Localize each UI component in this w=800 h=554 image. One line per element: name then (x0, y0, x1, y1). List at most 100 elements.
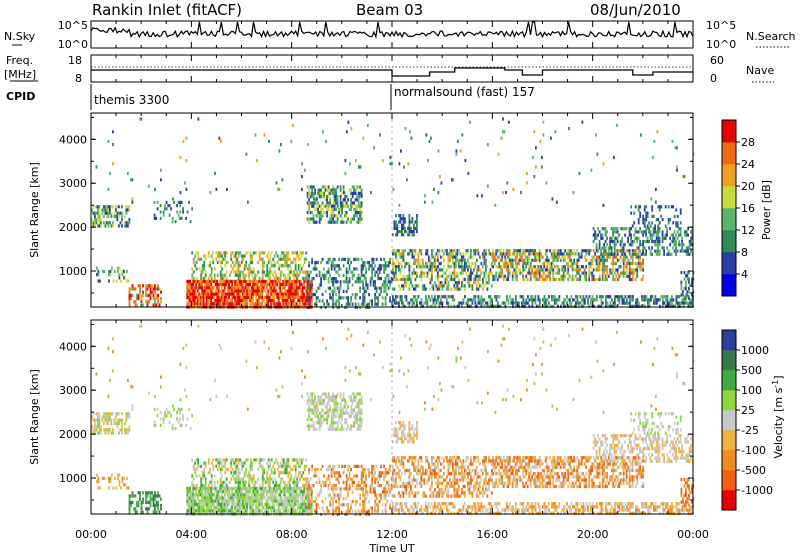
power-cell (263, 251, 266, 255)
velocity-cell (253, 499, 256, 503)
velocity-cell (303, 509, 306, 513)
power-cell (637, 218, 640, 222)
power-cell (219, 276, 222, 281)
power-cell (230, 270, 233, 274)
velocity-cell (277, 499, 280, 503)
power-cell (518, 301, 520, 305)
power-cell (383, 283, 385, 287)
power-cell (338, 293, 340, 297)
power-cell (666, 295, 669, 299)
power-cell (221, 267, 224, 271)
power-cell (456, 274, 459, 278)
power-cell (284, 273, 287, 277)
power-cell (97, 279, 100, 283)
power-cell (653, 298, 655, 302)
power-cell (344, 159, 347, 163)
power-cell (223, 299, 226, 303)
power-cell (535, 255, 538, 259)
power-cell (691, 277, 693, 281)
power-cell (680, 287, 683, 291)
velocity-cell (116, 412, 119, 416)
power-cell (457, 139, 459, 143)
velocity-cell (195, 467, 198, 472)
power-cell (512, 304, 514, 308)
velocity-cell (301, 490, 304, 494)
power-cell (399, 214, 402, 218)
power-cell (189, 292, 192, 296)
velocity-cell (207, 483, 210, 488)
power-cell (399, 295, 402, 299)
power-cell (688, 280, 690, 284)
power-cell (312, 185, 315, 189)
power-cell (647, 304, 649, 308)
power-cell (414, 220, 417, 224)
velocity-cell (201, 502, 204, 506)
power-cell (219, 260, 222, 265)
power-cell (152, 297, 155, 301)
power-cell (618, 233, 620, 237)
power-cell (667, 252, 670, 256)
power-cell (186, 279, 189, 283)
power-cell (627, 301, 630, 305)
power-cell (158, 287, 161, 291)
power-cell (685, 274, 687, 278)
power-cell (208, 286, 211, 290)
power-cell (109, 208, 111, 212)
velocity-cell (309, 506, 312, 510)
power-cell (543, 265, 546, 269)
velocity-cell (127, 428, 129, 432)
power-cell (452, 178, 455, 182)
power-cell (383, 267, 385, 271)
velocity-cell (97, 415, 99, 419)
power-cell (225, 283, 228, 287)
velocity-cell (264, 502, 267, 506)
velocity-cell (194, 471, 197, 475)
power-cell (493, 252, 496, 256)
velocity-cell (231, 506, 234, 510)
power-cell (341, 207, 343, 211)
power-cell (589, 271, 592, 275)
power-cell (214, 283, 217, 287)
power-cell (474, 301, 477, 305)
power-cell (637, 252, 640, 256)
power-cell (268, 289, 271, 293)
power-cell (407, 274, 409, 278)
power-cell (303, 260, 306, 265)
power-cell (661, 218, 664, 222)
power-cell (470, 268, 472, 272)
power-cell (401, 295, 403, 299)
power-cell (449, 249, 451, 253)
power-cell (257, 270, 260, 274)
power-cell (452, 298, 454, 302)
power-cell (522, 265, 525, 269)
velocity-cell (304, 496, 307, 500)
power-cell (186, 286, 189, 290)
power-cell (384, 261, 387, 265)
velocity-cell (219, 486, 222, 490)
power-cell (594, 252, 597, 256)
power-cell (112, 130, 114, 134)
velocity-cell (153, 423, 156, 427)
power-cell (353, 191, 355, 195)
power-cell (134, 300, 137, 304)
power-cell (142, 284, 144, 288)
power-cell (402, 274, 405, 278)
power-cell (483, 258, 486, 262)
power-cell (654, 230, 656, 234)
power-cell (249, 251, 252, 255)
power-cell (564, 304, 567, 308)
power-cell (148, 284, 150, 288)
power-cell (458, 258, 460, 262)
velocity-cell (232, 496, 235, 500)
power-cell (202, 279, 205, 283)
power-cell (356, 220, 358, 224)
power-cell (658, 230, 661, 234)
power-cell (622, 252, 625, 256)
power-cell (652, 230, 655, 234)
velocity-cell (228, 496, 231, 500)
power-cell (236, 260, 239, 265)
velocity-cell (246, 490, 249, 494)
velocity-cell (220, 490, 223, 494)
velocity-cell (106, 412, 108, 416)
power-cell (320, 195, 322, 199)
